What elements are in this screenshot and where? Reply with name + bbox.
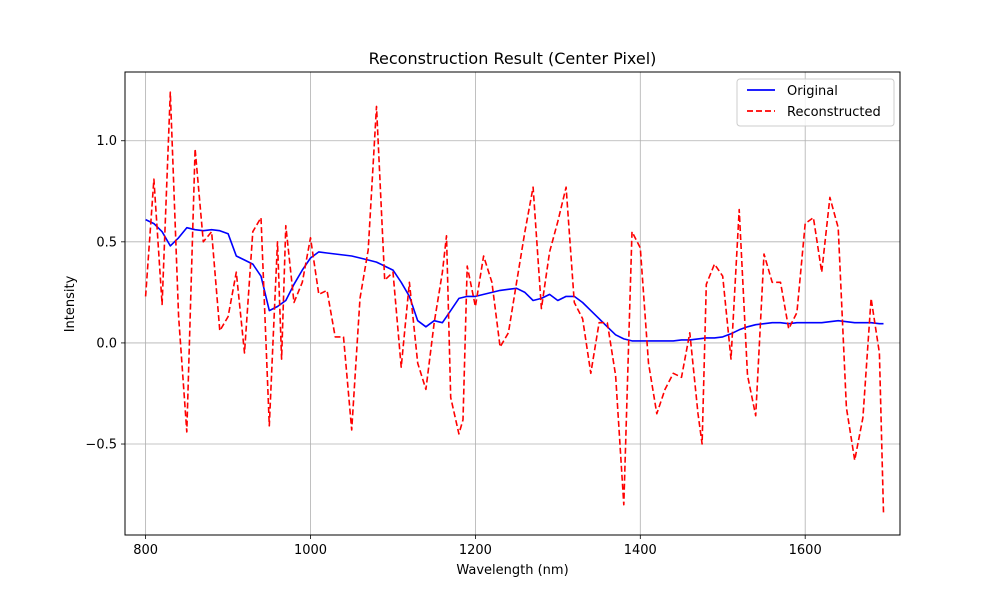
legend-label-original: Original: [787, 84, 838, 99]
x-axis-ticks: 800 1000 1200 1400 1600: [133, 535, 822, 558]
legend: Original Reconstructed: [736, 78, 895, 127]
series-line-reconstructed: [144, 91, 885, 513]
legend-box: [736, 78, 895, 127]
y-axis-label: Intensity: [63, 275, 78, 332]
legend-label-reconstructed: Reconstructed: [787, 105, 881, 120]
x-axis-label: Wavelength (nm): [456, 563, 568, 578]
series-lines: [144, 91, 885, 513]
y-axis-ticks: −0.5 0.0 0.5 1.0: [85, 134, 125, 453]
y-tick-label: 0.5: [96, 235, 117, 250]
plot-frame: [124, 71, 901, 536]
y-tick-label: 0.0: [96, 336, 117, 351]
x-tick-label: 800: [133, 543, 158, 558]
x-tick-label: 1400: [624, 543, 657, 558]
x-tick-label: 1200: [459, 543, 492, 558]
x-tick-label: 1000: [294, 543, 327, 558]
x-tick-label: 1600: [789, 543, 822, 558]
y-tick-label: −0.5: [85, 438, 117, 453]
series-line-original: [145, 218, 884, 342]
chart-title: Reconstruction Result (Center Pixel): [369, 49, 657, 68]
y-tick-label: 1.0: [96, 134, 117, 149]
